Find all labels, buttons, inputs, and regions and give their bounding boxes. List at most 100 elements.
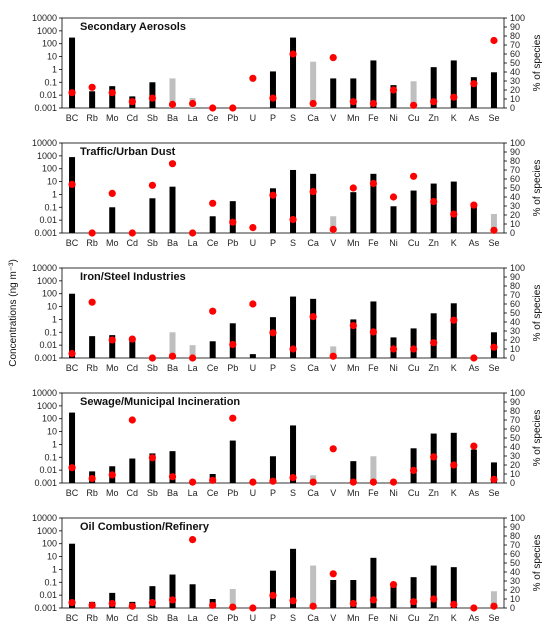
- right-axis-title: % of species: [532, 35, 543, 92]
- percent-marker: [148, 454, 157, 462]
- percent-marker: [68, 89, 76, 97]
- percent-marker: [349, 599, 357, 608]
- percent-marker: [309, 602, 317, 610]
- right-tick-label: 70: [510, 40, 520, 50]
- right-tick-label: 10: [510, 469, 520, 479]
- percent-marker: [148, 94, 157, 102]
- concentration-bar: [290, 296, 297, 358]
- concentration-bar: [269, 317, 276, 358]
- category-label: Zn: [428, 238, 439, 248]
- concentration-bar: [370, 60, 377, 108]
- category-label: K: [451, 238, 457, 248]
- right-tick-label: 50: [510, 183, 520, 193]
- right-tick-label: 30: [510, 76, 520, 86]
- concentration-bar: [229, 201, 236, 233]
- category-label: Rb: [86, 363, 98, 373]
- percent-marker: [188, 536, 197, 544]
- concentration-bar: [390, 206, 397, 233]
- percent-marker: [209, 476, 217, 484]
- percent-marker: [490, 343, 498, 351]
- concentration-bar: [290, 169, 297, 233]
- concentration-bar: [330, 216, 337, 233]
- percent-marker: [309, 99, 317, 108]
- concentration-bar: [109, 207, 116, 233]
- percent-marker: [209, 601, 217, 609]
- concentration-bar: [470, 77, 477, 108]
- percent-marker: [128, 98, 136, 106]
- category-label: Ca: [307, 238, 319, 248]
- panel-5: Oil Combustion/Refinery 0.001 0.01 0.1 1 10 10…: [32, 513, 525, 623]
- percent-marker: [470, 604, 478, 612]
- right-tick-label: 20: [510, 210, 520, 220]
- category-label: Cu: [408, 113, 420, 123]
- right-tick-label: 0: [510, 228, 515, 238]
- right-axis-title: % of species: [532, 160, 543, 217]
- category-label: Cu: [408, 238, 420, 248]
- percent-marker: [249, 478, 257, 486]
- percent-marker: [369, 179, 378, 188]
- percent-marker: [188, 99, 197, 108]
- panel-4: Sewage/Municipal Incineration 0.001 0.01 0.…: [32, 388, 525, 498]
- category-label: As: [469, 363, 480, 373]
- left-tick-label: 10000: [32, 138, 57, 148]
- percent-marker: [229, 414, 237, 422]
- right-tick-label: 80: [510, 31, 520, 41]
- left-tick-label: 1000: [37, 526, 57, 536]
- concentration-bar: [410, 448, 417, 483]
- percent-marker: [108, 336, 116, 344]
- concentration-bar: [430, 67, 437, 108]
- left-tick-label: 10: [47, 302, 57, 312]
- category-label: V: [330, 363, 336, 373]
- category-label: Ce: [207, 238, 219, 248]
- percent-marker: [168, 160, 177, 168]
- category-label: La: [188, 238, 198, 248]
- right-tick-label: 90: [510, 147, 520, 157]
- percent-marker: [289, 345, 297, 353]
- category-label: As: [469, 613, 480, 623]
- right-tick-label: 60: [510, 49, 520, 59]
- percent-marker: [490, 226, 498, 234]
- category-label: Fe: [368, 613, 379, 623]
- category-label: Ce: [207, 113, 219, 123]
- left-tick-label: 0.001: [34, 353, 57, 363]
- percent-marker: [309, 478, 317, 486]
- category-label: P: [270, 363, 276, 373]
- concentration-bar: [169, 332, 176, 358]
- category-label: Zn: [428, 113, 439, 123]
- left-tick-label: 100: [42, 164, 57, 174]
- percent-marker: [389, 86, 398, 94]
- right-tick-label: 100: [510, 13, 525, 23]
- concentration-bar: [490, 591, 497, 608]
- percent-marker: [68, 349, 76, 358]
- percent-marker: [108, 599, 116, 608]
- category-label: Ni: [389, 613, 398, 623]
- percent-marker: [389, 345, 398, 353]
- panel-title: Traffic/Urban Dust: [80, 146, 176, 158]
- concentration-bar: [410, 81, 417, 108]
- category-label: La: [188, 113, 198, 123]
- concentration-bar: [450, 181, 457, 233]
- left-tick-label: 1: [52, 314, 57, 324]
- right-tick-label: 30: [510, 576, 520, 586]
- concentration-bar: [310, 61, 317, 108]
- category-label: S: [290, 113, 296, 123]
- panel-title: Sewage/Municipal Incineration: [80, 396, 240, 408]
- category-label: Pb: [227, 488, 238, 498]
- percent-marker: [209, 199, 217, 207]
- percent-marker: [168, 100, 177, 108]
- left-tick-label: 0.1: [44, 452, 57, 462]
- category-label: V: [330, 613, 336, 623]
- concentration-bar: [269, 71, 276, 108]
- percent-marker: [309, 188, 317, 196]
- percent-marker: [108, 189, 116, 197]
- left-axis-title: Concentrations (ng m⁻³): [8, 259, 19, 367]
- category-label: P: [270, 113, 276, 123]
- concentration-bar: [189, 584, 196, 608]
- category-label: Ba: [167, 488, 178, 498]
- concentration-bar: [490, 214, 497, 233]
- percent-marker: [128, 335, 136, 343]
- category-label: S: [290, 363, 296, 373]
- category-label: Ba: [167, 613, 178, 623]
- category-label: S: [290, 488, 296, 498]
- category-label: Cd: [127, 238, 139, 248]
